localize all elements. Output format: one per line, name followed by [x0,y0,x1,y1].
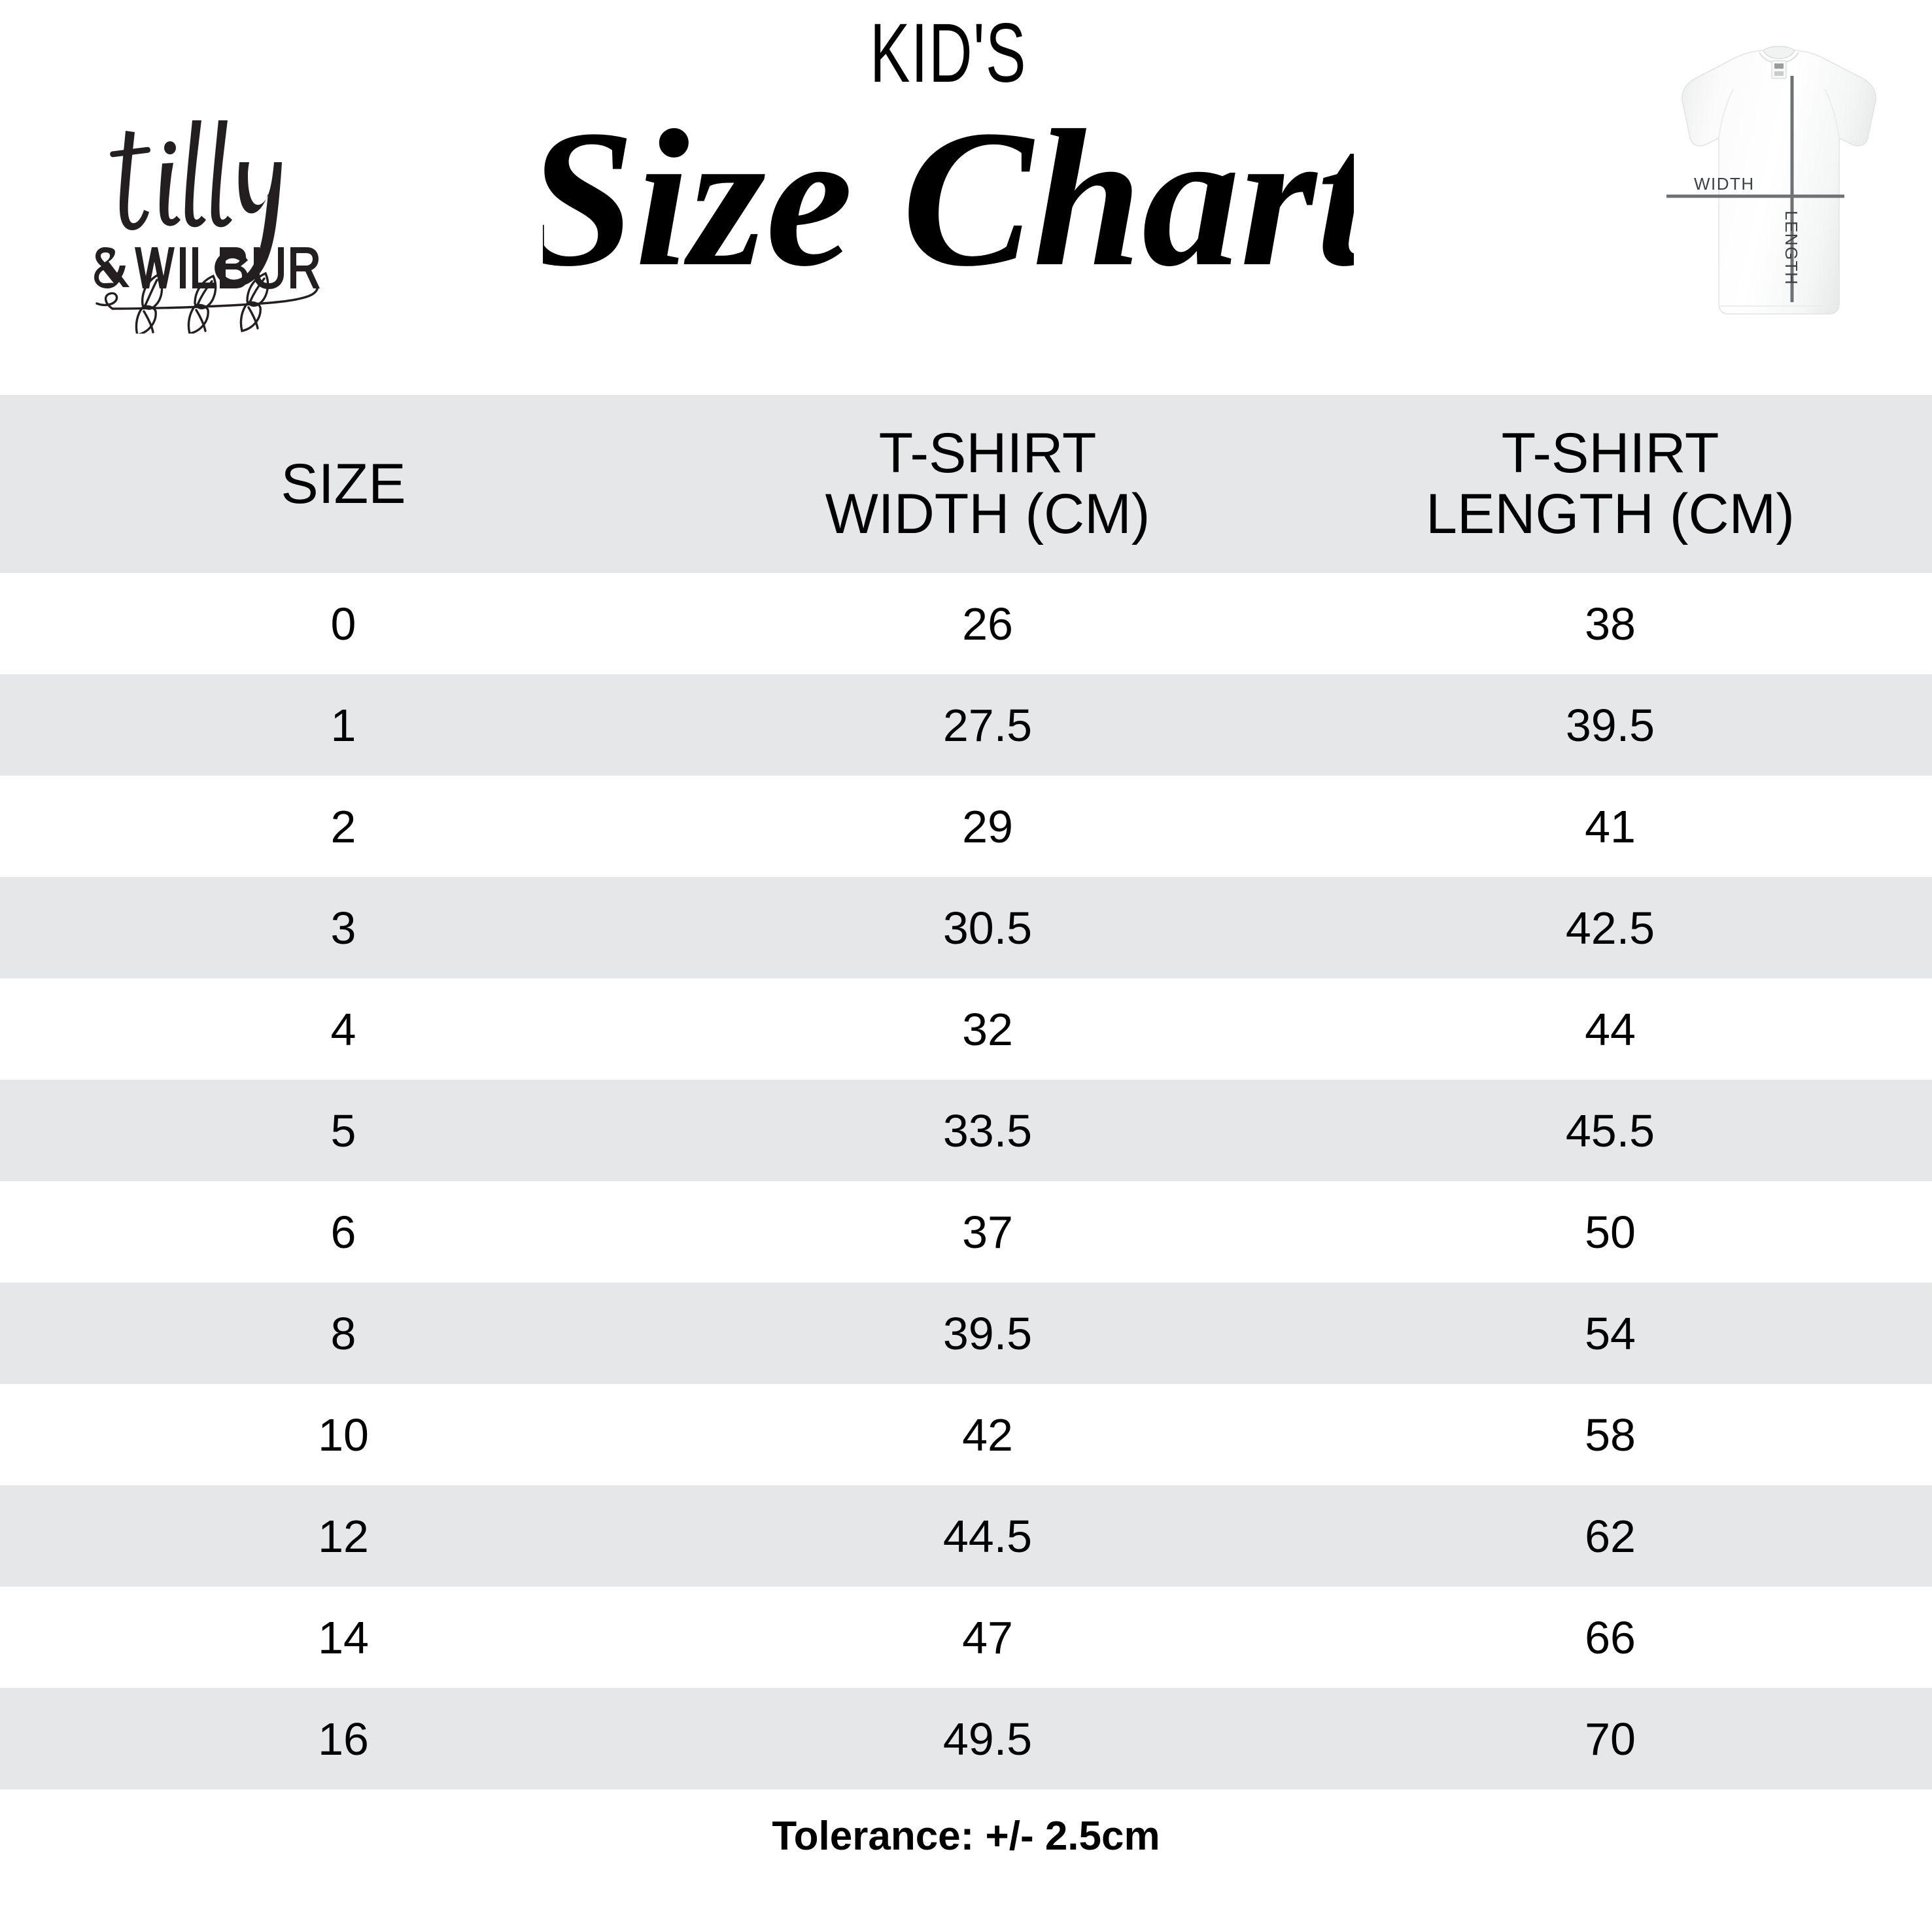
cell-length: 58 [1288,1384,1932,1485]
column-header-length: T-SHIRT LENGTH (CM) [1288,395,1932,573]
cell-width: 42 [687,1384,1288,1485]
cell-length: 62 [1288,1485,1932,1587]
column-header-width: T-SHIRT WIDTH (CM) [687,395,1288,573]
leaf-branch-icon [95,271,319,334]
title-main-text: Size Chart [543,101,1354,307]
cell-width: 26 [687,573,1288,674]
header-size-line1: SIZE [281,452,406,515]
cell-size: 0 [0,573,687,674]
cell-width: 37 [687,1181,1288,1283]
cell-size: 8 [0,1283,687,1384]
cell-size: 3 [0,877,687,978]
cell-size: 14 [0,1587,687,1688]
title-block: KID'S Size Chart [392,0,1504,366]
length-label: LENGTH [1782,211,1801,285]
table-row: 10 42 58 [0,1384,1932,1485]
header-length-line1: T-SHIRT [1501,422,1719,485]
cell-size: 2 [0,776,687,877]
cell-width: 47 [687,1587,1288,1688]
cell-size: 12 [0,1485,687,1587]
page-header: KID'S Size Chart [0,0,1932,395]
cell-width: 32 [687,978,1288,1080]
header-row: SIZE T-SHIRT WIDTH (CM) T-SHIRT LENGTH (… [0,395,1932,573]
table-row: 16 49.5 70 [0,1688,1932,1789]
tolerance-note: Tolerance: +/- 2.5cm [772,1814,1160,1859]
table-row: 4 32 44 [0,978,1932,1080]
title-main: Size Chart [392,101,1504,317]
cell-length: 38 [1288,573,1932,674]
cell-length: 66 [1288,1587,1932,1688]
header-length-line2: LENGTH (CM) [1426,483,1795,545]
cell-size: 4 [0,978,687,1080]
cell-width: 30.5 [687,877,1288,978]
cell-width: 49.5 [687,1688,1288,1789]
cell-length: 50 [1288,1181,1932,1283]
cell-width: 33.5 [687,1080,1288,1181]
cell-length: 39.5 [1288,674,1932,776]
size-chart-table: SIZE T-SHIRT WIDTH (CM) T-SHIRT LENGTH (… [0,395,1932,1789]
cell-length: 54 [1288,1283,1932,1384]
cell-length: 45.5 [1288,1080,1932,1181]
cell-length: 70 [1288,1688,1932,1789]
cell-length: 44 [1288,978,1932,1080]
logo-subtext-wilbur [94,247,320,289]
table-row: 6 37 50 [0,1181,1932,1283]
cell-size: 5 [0,1080,687,1181]
table-row: 5 33.5 45.5 [0,1080,1932,1181]
cell-length: 41 [1288,776,1932,877]
cell-length: 42.5 [1288,877,1932,978]
table-row: 8 39.5 54 [0,1283,1932,1384]
neck-tag-icon [1771,60,1787,79]
measure-guides [1666,76,1844,302]
table-row: 14 47 66 [0,1587,1932,1688]
table-row: 0 26 38 [0,573,1932,674]
tshirt-measure-diagram: WIDTH LENGTH [1629,39,1929,353]
title-eyebrow: KID'S [870,7,1027,100]
tshirt-garment-icon [1681,46,1877,315]
logo-script-tilly [110,120,282,286]
column-header-size: SIZE [0,395,687,573]
cell-size: 10 [0,1384,687,1485]
width-label: WIDTH [1694,174,1755,194]
table-row: 3 30.5 42.5 [0,877,1932,978]
table-row: 12 44.5 62 [0,1485,1932,1587]
table-header: SIZE T-SHIRT WIDTH (CM) T-SHIRT LENGTH (… [0,395,1932,573]
cell-width: 44.5 [687,1485,1288,1587]
cell-width: 29 [687,776,1288,877]
table-row: 1 27.5 39.5 [0,674,1932,776]
cell-width: 27.5 [687,674,1288,776]
table-row: 2 29 41 [0,776,1932,877]
cell-width: 39.5 [687,1283,1288,1384]
brand-logo [78,85,340,334]
cell-size: 6 [0,1181,687,1283]
cell-size: 16 [0,1688,687,1789]
header-width-line1: T-SHIRT [878,422,1097,485]
header-width-line2: WIDTH (CM) [825,483,1150,545]
cell-size: 1 [0,674,687,776]
table-body: 0 26 38 1 27.5 39.5 2 29 41 3 30.5 42.5 4 32 44 5 33.5 45… [0,573,1932,1789]
